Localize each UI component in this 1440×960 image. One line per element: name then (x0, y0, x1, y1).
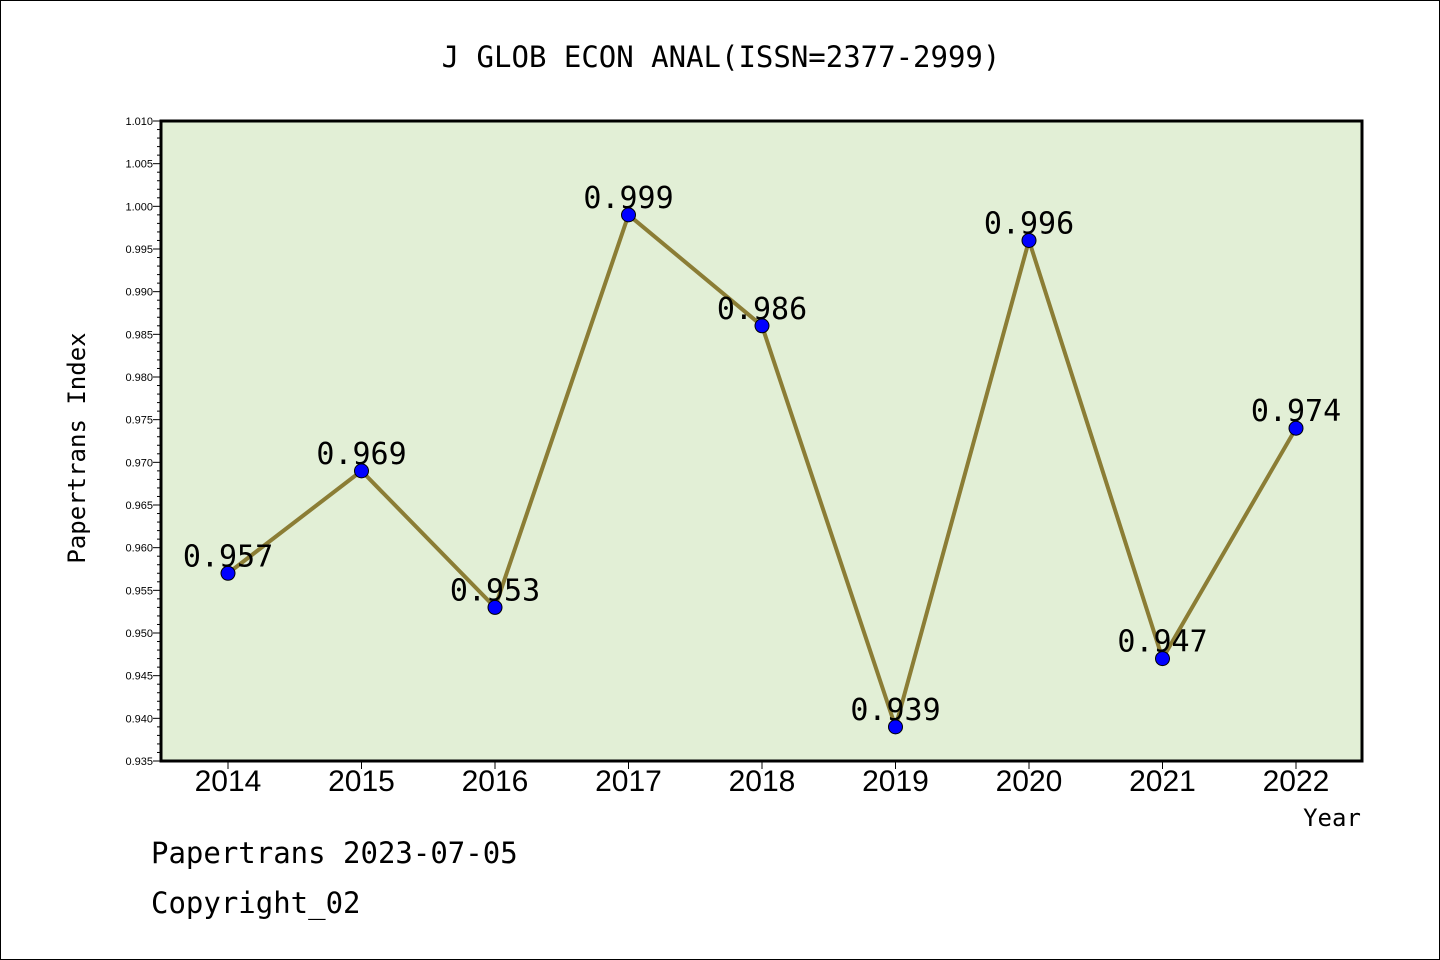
y-tick-label: 1.010 (125, 116, 153, 128)
x-tick-label: 2020 (996, 765, 1063, 798)
series-markers (220, 207, 1304, 735)
x-tick-label: 2021 (1129, 765, 1196, 798)
y-tick-label: 0.940 (125, 713, 153, 725)
data-labels: 0.957 0.969 0.953 0.999 0.986 0.939 0.996 0.947… (183, 181, 1341, 728)
data-point (487, 599, 503, 615)
data-label: 0.996 (984, 206, 1074, 241)
data-label: 0.999 (583, 181, 673, 216)
data-point (354, 463, 369, 479)
y-tick-label: 0.980 (125, 372, 153, 384)
y-tick-label: 0.995 (125, 244, 153, 256)
data-label: 0.969 (316, 437, 406, 472)
y-tick-label: 0.960 (125, 543, 153, 555)
y-tick-label: 0.990 (125, 287, 153, 299)
data-label: 0.947 (1117, 625, 1207, 660)
y-tick-label: 1.005 (125, 159, 153, 171)
y-tick-label: 0.975 (125, 415, 153, 427)
y-tick-label: 0.955 (125, 585, 153, 597)
y-tick-label: 0.945 (125, 671, 153, 683)
x-tick-label: 2017 (595, 765, 662, 798)
x-axis-title: Year (1303, 804, 1361, 832)
y-tick-label: 0.935 (125, 756, 153, 768)
y-tick-label: 0.965 (125, 500, 153, 512)
x-tick-label: 2014 (195, 765, 262, 798)
x-tick-label: 2022 (1263, 765, 1330, 798)
x-tick-label: 2018 (729, 765, 796, 798)
y-axis: 0.935 0.940 0.945 0.950 0.955 0.960 0.965 0.970… (125, 116, 161, 768)
data-point (1155, 651, 1170, 667)
data-point (1021, 232, 1037, 248)
y-axis-title: Papertrans Index (63, 332, 91, 563)
x-tick-label: 2019 (862, 765, 929, 798)
y-tick-label: 1.000 (125, 201, 153, 213)
x-tick-label: 2016 (462, 765, 529, 798)
data-label: 0.957 (183, 539, 273, 574)
data-point (220, 565, 236, 581)
y-tick-label: 0.985 (125, 329, 153, 341)
y-tick-label: 0.970 (125, 457, 153, 469)
data-label: 0.974 (1251, 394, 1341, 429)
data-point (754, 318, 770, 334)
data-label: 0.953 (450, 573, 540, 608)
footer-copyright: Copyright_02 (151, 886, 361, 920)
data-point (888, 719, 903, 735)
y-tick-label: 0.950 (125, 628, 153, 640)
data-point (621, 207, 636, 223)
x-tick-label: 2015 (328, 765, 395, 798)
footer-source: Papertrans 2023-07-05 (151, 836, 518, 870)
data-label: 0.939 (850, 693, 940, 728)
x-axis: 2014 2015 2016 2017 2018 2019 2020 2021 2022 (195, 761, 1330, 798)
chart-title: J GLOB ECON ANAL(ISSN=2377-2999) (442, 40, 1001, 74)
data-point (1288, 420, 1304, 436)
data-label: 0.986 (717, 292, 807, 327)
